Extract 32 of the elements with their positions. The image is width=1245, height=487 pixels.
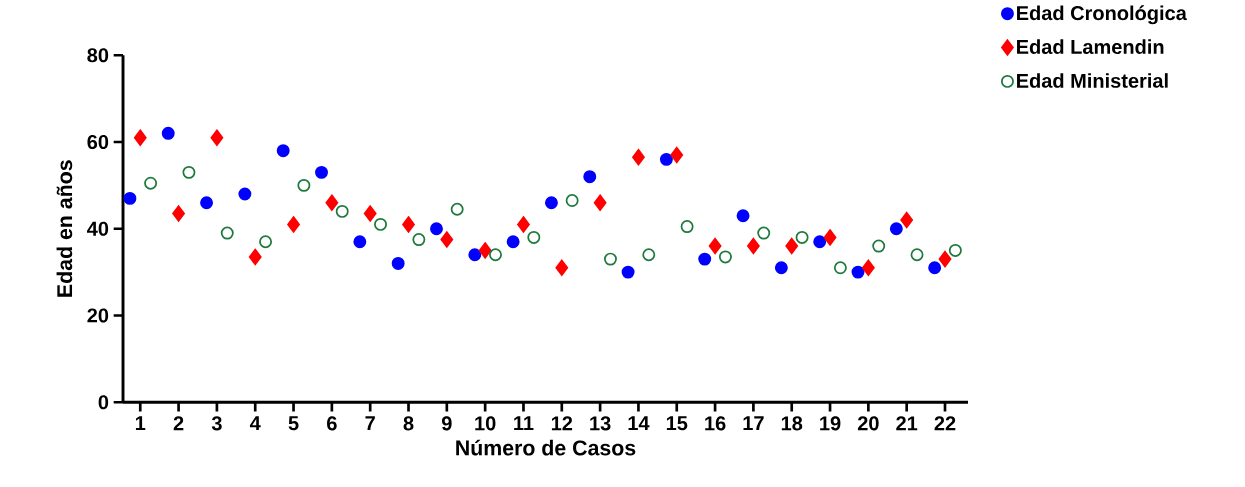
y-tick-label: 40: [87, 221, 109, 236]
x-tick-label: 9: [441, 416, 452, 431]
y-tick-label: 80: [87, 48, 109, 63]
x-tick-label: 14: [628, 416, 650, 430]
legend-label: Edad Cronológica: [1017, 5, 1187, 25]
x-axis-title: Número de Casos: [456, 439, 636, 456]
x-tick-label: 20: [857, 416, 879, 431]
x-tick-label: 5: [288, 416, 299, 431]
x-tick-label: 8: [403, 416, 414, 431]
y-tick-label: 0: [98, 395, 109, 410]
x-tick-label: 17: [743, 416, 764, 430]
x-tick-label: 22: [934, 416, 956, 431]
x-tick-label: 1: [135, 416, 146, 430]
x-tick-label: 11: [514, 416, 534, 430]
y-tick-label: 20: [87, 308, 109, 323]
y-axis-title: Edad en años: [56, 160, 73, 297]
x-tick-label: 10: [475, 416, 496, 431]
legend-label: Edad Lamendin: [1017, 39, 1164, 54]
x-tick-label: 2: [173, 416, 184, 431]
x-tick-label: 3: [211, 416, 222, 431]
x-tick-label: 12: [551, 416, 573, 431]
x-tick-label: 13: [590, 416, 611, 431]
x-tick-label: 4: [249, 416, 261, 430]
x-tick-label: 6: [327, 416, 337, 431]
x-tick-label: 16: [705, 416, 726, 431]
x-tick-label: 7: [365, 416, 375, 430]
x-tick-label: 21: [896, 416, 918, 431]
y-tick-label: 60: [87, 134, 109, 149]
x-tick-label: 19: [820, 416, 841, 431]
legend-label: Edad Ministerial: [1017, 73, 1168, 88]
x-tick-label: 18: [781, 416, 803, 431]
x-tick-label: 15: [666, 416, 688, 431]
